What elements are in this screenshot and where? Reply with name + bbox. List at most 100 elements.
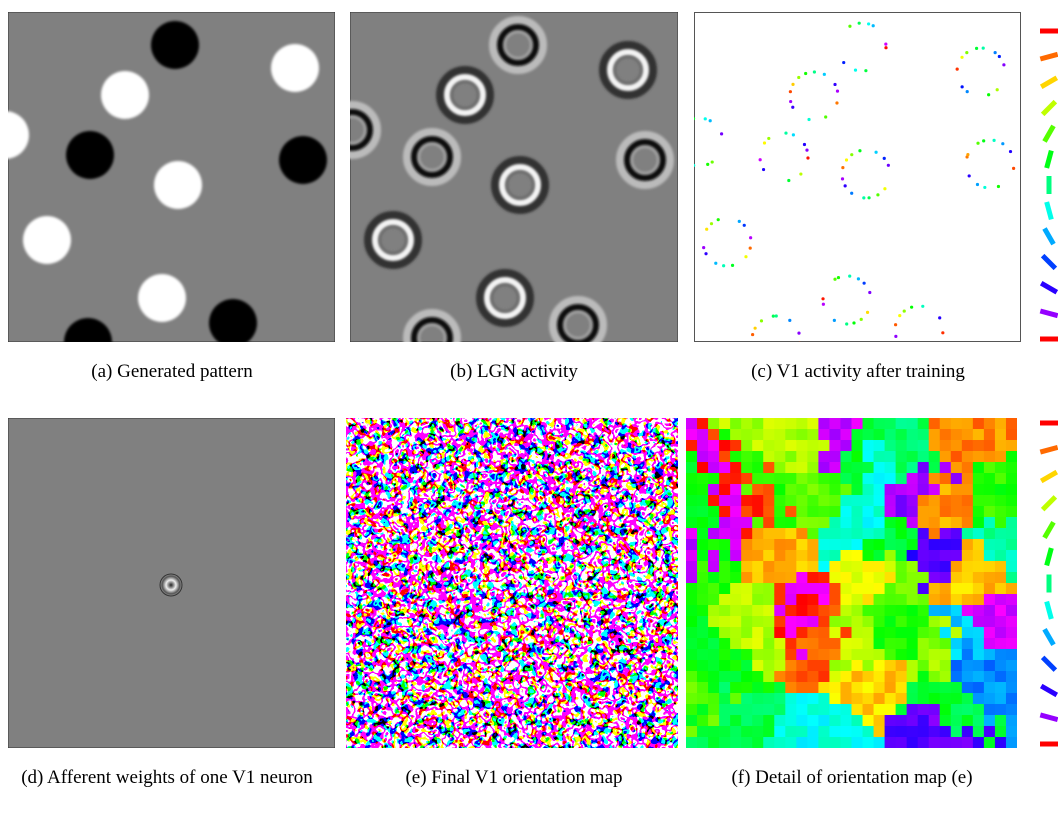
map-cell — [763, 506, 775, 518]
map-cell — [818, 506, 830, 518]
map-cell — [918, 660, 930, 672]
map-cell — [818, 594, 830, 606]
map-cell — [874, 671, 886, 683]
map-cell — [829, 638, 841, 650]
map-cell — [940, 726, 952, 738]
activity-dot — [772, 315, 775, 318]
map-cell — [686, 495, 698, 507]
map-cell — [829, 649, 841, 661]
map-cell — [719, 616, 731, 628]
map-cell — [973, 572, 985, 584]
figure-panels — [0, 0, 1058, 815]
map-cell — [774, 627, 786, 639]
map-cell — [686, 572, 698, 584]
map-cell — [962, 737, 974, 749]
map-cell — [697, 638, 709, 650]
map-cell — [763, 429, 775, 441]
map-cell — [741, 484, 753, 496]
map-cell — [785, 594, 797, 606]
map-cell — [852, 440, 864, 452]
map-cell — [763, 715, 775, 727]
map-cell — [885, 638, 897, 650]
map-cell — [852, 451, 864, 463]
map-cell — [741, 550, 753, 562]
map-cell — [708, 660, 720, 672]
map-cell — [929, 572, 941, 584]
map-cell — [741, 616, 753, 628]
map-cell — [774, 484, 786, 496]
map-cell — [929, 583, 941, 595]
map-cell — [785, 737, 797, 749]
map-cell — [940, 550, 952, 562]
map-cell — [807, 517, 819, 529]
map-cell — [918, 583, 930, 595]
map-cell — [940, 737, 952, 749]
map-cell — [951, 638, 963, 650]
map-cell — [785, 495, 797, 507]
map-cell — [818, 638, 830, 650]
map-cell — [752, 649, 764, 661]
map-cell — [818, 649, 830, 661]
map-cell — [686, 473, 698, 485]
map-cell — [774, 583, 786, 595]
map-cell — [708, 561, 720, 573]
map-cell — [840, 704, 852, 716]
map-cell — [984, 528, 996, 540]
map-cell — [796, 506, 808, 518]
map-cell — [741, 462, 753, 474]
map-cell — [818, 528, 830, 540]
map-cell — [730, 517, 742, 529]
map-cell — [697, 693, 709, 705]
map-cell — [840, 671, 852, 683]
map-cell — [852, 528, 864, 540]
map-cell — [896, 726, 908, 738]
activity-dot — [807, 118, 810, 121]
map-cell — [874, 451, 886, 463]
map-cell — [896, 616, 908, 628]
map-cell — [885, 528, 897, 540]
map-cell — [984, 440, 996, 452]
map-cell — [973, 627, 985, 639]
map-cell — [995, 605, 1007, 617]
map-cell — [973, 561, 985, 573]
map-cell — [852, 561, 864, 573]
map-cell — [741, 649, 753, 661]
panel-d — [8, 418, 335, 748]
map-cell — [807, 715, 819, 727]
map-cell — [852, 671, 864, 683]
map-cell — [852, 506, 864, 518]
map-cell — [896, 495, 908, 507]
map-cell — [840, 418, 852, 430]
map-cell — [763, 418, 775, 430]
map-cell — [940, 418, 952, 430]
map-cell — [907, 704, 919, 716]
map-cell — [796, 660, 808, 672]
map-cell — [962, 704, 974, 716]
map-cell — [874, 418, 886, 430]
activity-dot — [823, 73, 826, 76]
map-cell — [785, 616, 797, 628]
map-cell — [962, 583, 974, 595]
map-cell — [885, 616, 897, 628]
map-cell — [940, 440, 952, 452]
map-cell — [951, 506, 963, 518]
disc — [154, 161, 202, 209]
map-cell — [940, 638, 952, 650]
map-cell — [829, 627, 841, 639]
map-cell — [697, 737, 709, 749]
map-cell — [730, 649, 742, 661]
map-cell — [818, 726, 830, 738]
map-cell — [807, 528, 819, 540]
map-cell — [929, 715, 941, 727]
map-cell — [829, 517, 841, 529]
activity-dot — [759, 158, 762, 161]
map-cell — [907, 418, 919, 430]
activity-dot — [898, 314, 901, 317]
map-cell — [796, 638, 808, 650]
activity-dot — [997, 185, 1000, 188]
map-cell — [885, 649, 897, 661]
activity-dot — [751, 333, 754, 336]
map-cell — [863, 462, 875, 474]
map-cell — [840, 440, 852, 452]
map-cell — [796, 583, 808, 595]
